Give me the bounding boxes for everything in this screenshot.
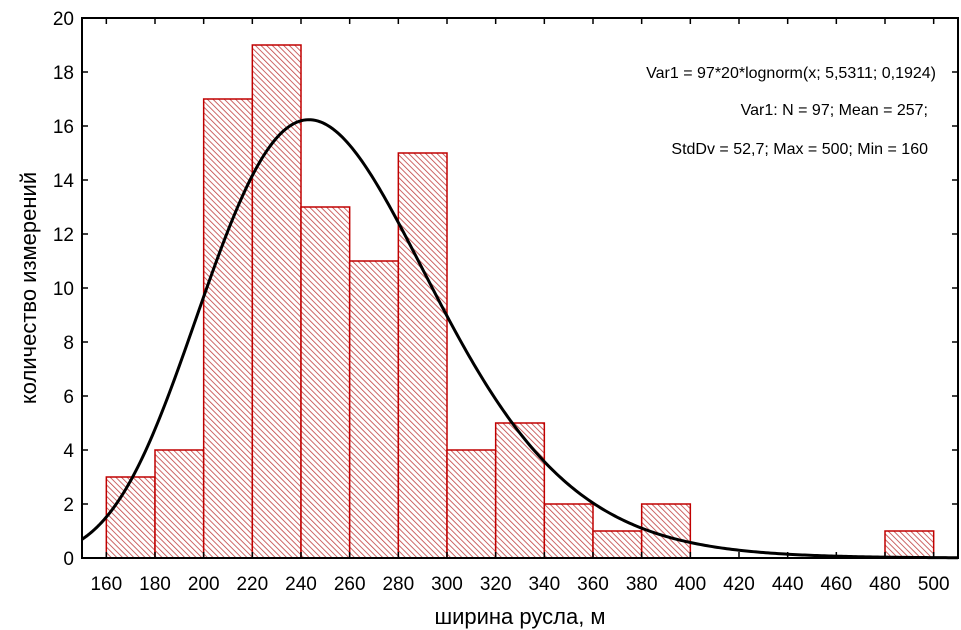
- histogram-bar-300-320: [446, 449, 497, 559]
- histogram-bar-360-380: [592, 530, 643, 559]
- y-tick-label: 0: [63, 549, 74, 570]
- histogram-bar-280-300: [397, 152, 448, 559]
- x-tick-label: 200: [188, 574, 220, 595]
- annotation-stats: StdDv = 52,7; Max = 500; Min = 160: [671, 141, 928, 158]
- annotation-formula: Var1 = 97*20*lognorm(x; 5,5311; 0,1924): [646, 65, 936, 82]
- x-tick-label: 360: [577, 574, 609, 595]
- y-tick-label: 6: [63, 387, 74, 408]
- x-tick-label: 500: [918, 574, 950, 595]
- x-tick-label: 300: [431, 574, 463, 595]
- x-tick-label: 260: [334, 574, 366, 595]
- x-tick-label: 220: [236, 574, 268, 595]
- y-tick-label: 2: [63, 495, 74, 516]
- x-axis-title: ширина русла, м: [434, 604, 605, 629]
- x-tick-label: 380: [626, 574, 658, 595]
- x-tick-label: 340: [528, 574, 560, 595]
- y-tick-label: 10: [53, 279, 74, 300]
- x-tick-label: 460: [820, 574, 852, 595]
- annotation-n-mean: Var1: N = 97; Mean = 257;: [741, 102, 928, 119]
- histogram-bar-260-280: [348, 260, 400, 559]
- y-axis-title: количество измерений: [16, 172, 41, 404]
- y-tick-label: 8: [63, 333, 74, 354]
- histogram-bar-320-340: [494, 422, 546, 559]
- x-tick-label: 280: [382, 574, 414, 595]
- y-tick-label: 18: [53, 63, 74, 84]
- lognormal-fit-curve: [81, 118, 959, 560]
- x-tick-label: 400: [674, 574, 706, 595]
- histogram-bar-200-220: [202, 98, 254, 559]
- y-tick-label: 12: [53, 225, 74, 246]
- x-tick-label: 440: [772, 574, 804, 595]
- histogram-bar-160-180: [105, 476, 156, 559]
- x-tick-label: 240: [285, 574, 317, 595]
- y-tick-label: 4: [63, 441, 74, 462]
- y-tick-label: 20: [53, 9, 74, 30]
- x-tick-label: 480: [869, 574, 901, 595]
- x-tick-label: 320: [480, 574, 512, 595]
- x-tick-label: 180: [139, 574, 171, 595]
- y-tick-label: 14: [53, 171, 75, 192]
- histogram-bar-220-240: [251, 44, 302, 559]
- histogram-bar-340-360: [543, 503, 594, 559]
- x-tick-label: 160: [90, 574, 122, 595]
- histogram-bar-180-200: [154, 449, 205, 559]
- histogram-bar-240-260: [300, 206, 351, 559]
- histogram-bar-480-500: [884, 530, 935, 559]
- y-tick-label: 16: [53, 117, 74, 138]
- x-tick-label: 420: [723, 574, 755, 595]
